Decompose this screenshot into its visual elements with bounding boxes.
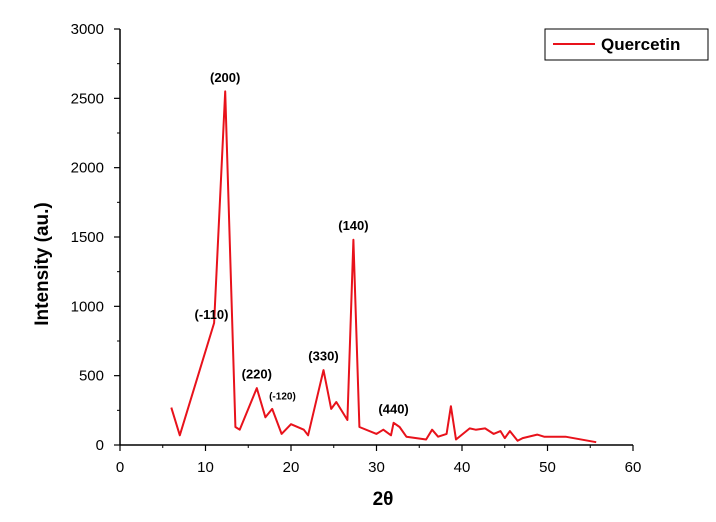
y-tick-label: 2000 xyxy=(71,160,104,177)
y-tick-label: 500 xyxy=(79,368,104,385)
x-tick-label: 10 xyxy=(197,459,214,476)
series-line-quercetin xyxy=(170,90,597,444)
x-tick-label: 30 xyxy=(368,459,385,476)
peak-annotation: (-110) xyxy=(195,307,229,322)
y-tick-label: 1000 xyxy=(71,298,104,315)
peak-annotation: (220) xyxy=(242,367,272,382)
x-tick-label: 40 xyxy=(454,459,471,476)
x-tick-label: 50 xyxy=(539,459,556,476)
legend-label-quercetin: Quercetin xyxy=(601,35,680,54)
x-tick-label: 0 xyxy=(116,459,124,476)
y-tick-label: 2500 xyxy=(71,90,104,107)
peak-annotation: (140) xyxy=(338,218,368,233)
y-tick-label: 3000 xyxy=(71,21,104,38)
peak-annotation: (330) xyxy=(308,349,338,364)
y-tick-label: 1500 xyxy=(71,229,104,246)
y-tick-label: 0 xyxy=(96,437,104,454)
x-tick-label: 60 xyxy=(625,459,642,476)
x-tick-label: 20 xyxy=(283,459,300,476)
peak-annotation: (200) xyxy=(210,70,240,85)
y-axis-title: Intensity (au.) xyxy=(32,202,53,326)
x-axis-title: 2θ xyxy=(373,489,394,510)
peak-annotation: (-120) xyxy=(269,391,296,402)
peak-annotation: (440) xyxy=(378,401,408,416)
